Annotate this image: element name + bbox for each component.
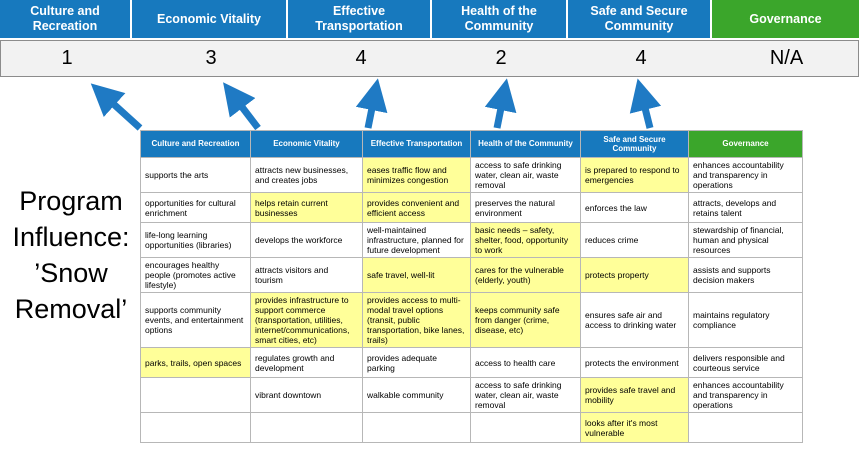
matrix-cell: safe travel, well-lit [362, 257, 471, 294]
matrix-cell: develops the workforce [250, 222, 363, 259]
matrix-cell: looks after it's most vulnerable [580, 412, 689, 444]
matrix-cell: access to safe drinking water, clean air… [470, 156, 581, 194]
matrix-cell: well-maintained infrastructure, planned … [362, 222, 471, 259]
matrix-cell: ensures safe air and access to drinking … [580, 292, 689, 349]
matrix-cell: attracts new businesses, and creates job… [250, 156, 363, 194]
score-value: N/A [769, 47, 804, 69]
matrix-cell: protects property [580, 257, 689, 294]
matrix-row: encourages healthy people (promotes acti… [140, 257, 803, 294]
matrix-cell [140, 412, 251, 444]
matrix-row: supports community events, and entertain… [140, 292, 803, 349]
up-arrow-icon [484, 78, 517, 129]
score-band-values: 1 3 4 2 4 N/A [0, 40, 859, 77]
matrix-cell [362, 412, 471, 444]
up-arrow-icon [223, 82, 261, 131]
score-column-header: Effective Transportation [288, 0, 432, 38]
matrix-cell: provides convenient and efficient access [362, 192, 471, 224]
matrix-cell: attracts, develops and retains talent [688, 192, 803, 224]
matrix-cell: stewardship of financial, human and phys… [688, 222, 803, 259]
score-column-header: Culture and Recreation [0, 0, 132, 38]
matrix-row: supports the arts attracts new businesses… [140, 156, 803, 194]
matrix-column-header: Safe and Secure Community [580, 130, 689, 158]
program-label-line: Influence: [12, 221, 130, 252]
matrix-column-header: Governance [688, 130, 803, 158]
matrix-cell: provides adequate parking [362, 347, 471, 379]
matrix-cell: preserves the natural environment [470, 192, 581, 224]
matrix-column-header: Health of the Community [470, 130, 581, 158]
matrix-cell [470, 412, 581, 444]
matrix-cell: is prepared to respond to emergencies [580, 156, 689, 194]
score-band-headers: Culture and Recreation Economic Vitality E… [0, 0, 859, 38]
arrows-layer [90, 78, 662, 131]
program-label-line: Removal’ [14, 293, 128, 324]
program-label-line: ’Snow [34, 257, 108, 288]
score-column-header: Safe and Secure Community [568, 0, 712, 38]
score-column-header: Economic Vitality [132, 0, 288, 38]
matrix-cell [688, 412, 803, 444]
matrix-cell: walkable community [362, 377, 471, 414]
matrix-cell [250, 412, 363, 444]
matrix-cell: access to safe drinking water, clean air… [470, 377, 581, 414]
score-value: 3 [205, 47, 217, 69]
matrix-cell: encourages healthy people (promotes acti… [140, 257, 251, 294]
score-column-header: Health of the Community [432, 0, 568, 38]
matrix-row: parks, trails, open spaces regulates grow… [140, 347, 803, 379]
matrix-cell: regulates growth and development [250, 347, 363, 379]
program-label-line: Program [19, 186, 123, 216]
matrix-cell: delivers responsible and courteous servi… [688, 347, 803, 379]
matrix-cell: enforces the law [580, 192, 689, 224]
matrix-row: life-long learning opportunities (librar… [140, 222, 803, 259]
up-arrow-icon [90, 83, 143, 131]
matrix-row: vibrant downtown walkable community access… [140, 377, 803, 414]
matrix-cell: provides safe travel and mobility [580, 377, 689, 414]
matrix-cell: reduces crime [580, 222, 689, 259]
up-arrow-icon [629, 78, 662, 129]
matrix-cell: attracts visitors and tourism [250, 257, 363, 294]
matrix-cell: provides access to multi-modal travel op… [362, 292, 471, 349]
matrix-cell: assists and supports decision makers [688, 257, 803, 294]
matrix-cell: enhances accountability and transparency… [688, 377, 803, 414]
matrix-cell: basic needs – safety, shelter, food, opp… [470, 222, 581, 259]
matrix-cell: keeps community safe from danger (crime,… [470, 292, 581, 349]
up-arrow-icon [355, 78, 388, 129]
matrix-column-header: Effective Transportation [362, 130, 471, 158]
matrix-cell: vibrant downtown [250, 377, 363, 414]
matrix-cell: opportunities for cultural enrichment [140, 192, 251, 224]
matrix-cell [140, 377, 251, 414]
score-value: 4 [635, 47, 647, 69]
matrix-column-header: Economic Vitality [250, 130, 363, 158]
matrix-body: supports the arts attracts new businesses… [140, 156, 803, 444]
matrix-cell: helps retain current businesses [250, 192, 363, 224]
matrix-cell: cares for the vulnerable (elderly, youth… [470, 257, 581, 294]
matrix-cell: provides infrastructure to support comme… [250, 292, 363, 349]
matrix-row: opportunities for cultural enrichment hel… [140, 192, 803, 224]
matrix-cell: maintains regulatory compliance [688, 292, 803, 349]
program-influence-label: Program Influence: ’Snow Removal’ [0, 184, 142, 328]
matrix-cell: eases traffic flow and minimizes congest… [362, 156, 471, 194]
matrix-cell: life-long learning opportunities (librar… [140, 222, 251, 259]
matrix-cell: access to health care [470, 347, 581, 379]
score-value: 4 [355, 47, 367, 69]
score-column-header: Governance [712, 0, 859, 38]
matrix-cell: supports the arts [140, 156, 251, 194]
score-value: 1 [61, 47, 73, 69]
score-value: 2 [495, 47, 507, 69]
matrix-cell: protects the environment [580, 347, 689, 379]
matrix-cell: supports community events, and entertain… [140, 292, 251, 349]
matrix-row: looks after it's most vulnerable [140, 412, 803, 444]
matrix-cell: enhances accountability and transparency… [688, 156, 803, 194]
matrix-header-row: Culture and Recreation Economic Vitality E… [140, 130, 803, 158]
matrix-cell: parks, trails, open spaces [140, 347, 251, 379]
matrix-column-header: Culture and Recreation [140, 130, 251, 158]
influence-matrix: Culture and Recreation Economic Vitality E… [140, 130, 803, 444]
